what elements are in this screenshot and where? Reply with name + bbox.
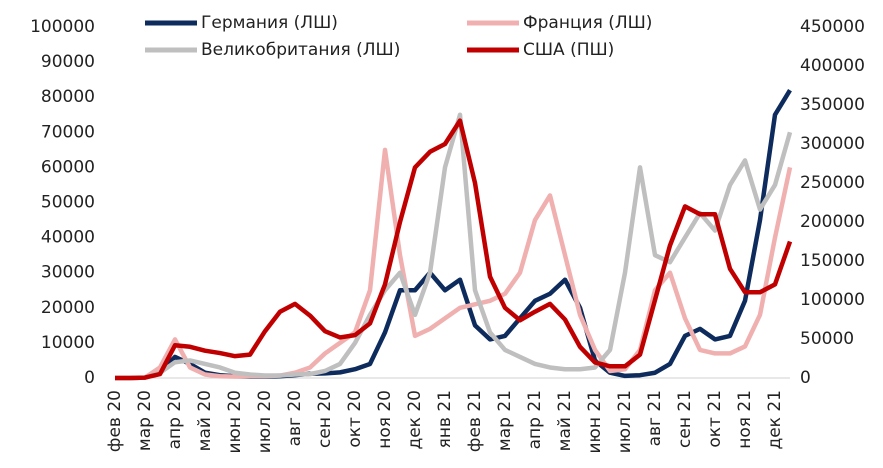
y-tick-label: 30000 — [41, 263, 95, 283]
legend-label: США (ПШ) — [523, 40, 614, 60]
y2-tick-label: 0 — [800, 368, 811, 388]
y2-tick-label: 150000 — [800, 251, 865, 271]
y-tick-label: 60000 — [41, 157, 95, 177]
y2-tick-label: 400000 — [800, 56, 865, 76]
y-tick-label: 0 — [84, 368, 95, 388]
y2-tick-label: 250000 — [800, 173, 865, 193]
x-tick-label: июл 21 — [615, 390, 635, 453]
y2-tick-label: 450000 — [800, 17, 865, 37]
x-tick-label: май 21 — [555, 390, 575, 451]
x-tick-label: фев 21 — [465, 390, 485, 452]
y-tick-label: 70000 — [41, 122, 95, 142]
y-tick-label: 80000 — [41, 87, 95, 107]
x-tick-label: авг 20 — [285, 390, 305, 446]
y-tick-label: 20000 — [41, 298, 95, 318]
x-tick-label: ноя 21 — [735, 390, 755, 449]
x-tick-label: авг 21 — [645, 390, 665, 446]
x-tick-label: окт 20 — [345, 390, 365, 448]
x-tick-label: май 20 — [195, 390, 215, 451]
x-tick-label: мар 21 — [495, 390, 515, 451]
x-tick-label: июл 20 — [255, 390, 275, 453]
x-tick-label: сен 20 — [315, 390, 335, 448]
legend-label: Германия (ЛШ) — [201, 13, 338, 33]
x-tick-label: окт 21 — [705, 390, 725, 448]
x-tick-label: сен 21 — [675, 390, 695, 448]
x-tick-label: янв 21 — [435, 390, 455, 448]
x-tick-label: дек 20 — [405, 390, 425, 450]
series-line — [115, 147, 793, 381]
series-line — [115, 112, 793, 381]
y2-tick-label: 200000 — [800, 212, 865, 232]
x-tick-label: июн 20 — [225, 390, 245, 454]
x-tick-label: фев 20 — [105, 390, 125, 452]
y-tick-label: 10000 — [41, 333, 95, 353]
y-tick-label: 40000 — [41, 228, 95, 248]
y2-tick-label: 350000 — [800, 95, 865, 115]
y2-tick-label: 300000 — [800, 134, 865, 154]
legend-label: Франция (ЛШ) — [523, 13, 652, 33]
y2-tick-label: 50000 — [800, 329, 854, 349]
x-tick-label: мар 20 — [135, 390, 155, 451]
series-line — [115, 118, 793, 381]
y-tick-label: 50000 — [41, 193, 95, 213]
y-tick-label: 90000 — [41, 52, 95, 72]
y-tick-label: 100000 — [30, 17, 95, 37]
legend-label: Великобритания (ЛШ) — [201, 40, 400, 60]
x-tick-label: апр 20 — [165, 390, 185, 449]
x-tick-label: дек 21 — [765, 390, 785, 450]
x-tick-label: июн 21 — [585, 390, 605, 454]
y2-tick-label: 100000 — [800, 290, 865, 310]
x-tick-label: апр 21 — [525, 390, 545, 449]
x-tick-label: ноя 20 — [375, 390, 395, 449]
